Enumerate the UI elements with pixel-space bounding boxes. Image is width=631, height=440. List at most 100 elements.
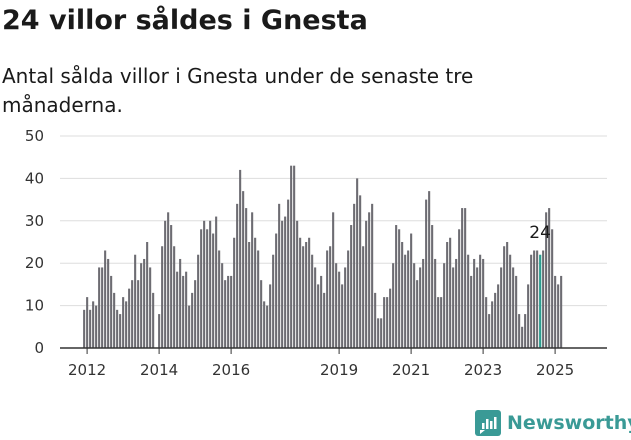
bar-106 <box>401 242 404 348</box>
bar-17 <box>134 254 137 348</box>
bar-26 <box>161 246 164 348</box>
bar-137 <box>494 292 497 348</box>
bar-89 <box>350 225 353 348</box>
bar-0 <box>83 309 86 348</box>
y-tick-label-0: 0 <box>34 339 44 357</box>
bar-111 <box>416 280 419 348</box>
bar-42 <box>209 220 212 348</box>
bar-136 <box>491 301 494 348</box>
bar-95 <box>368 212 371 348</box>
bar-153 <box>542 250 545 348</box>
bar-113 <box>422 258 425 348</box>
bar-1 <box>86 297 89 348</box>
bar-117 <box>434 258 437 348</box>
bar-122 <box>449 237 452 348</box>
bar-119 <box>440 297 443 348</box>
bar-71 <box>296 220 299 348</box>
bar-99 <box>380 318 383 348</box>
chart-title: 24 villor såldes i Gnesta <box>2 5 368 36</box>
bar-133 <box>482 258 485 348</box>
bar-41 <box>206 229 209 348</box>
bar-82 <box>329 246 332 348</box>
bar-98 <box>377 318 380 348</box>
x-tick-label-2021: 2021 <box>392 361 430 379</box>
bar-66 <box>281 220 284 348</box>
y-tick-label-10: 10 <box>25 297 44 315</box>
bar-84 <box>335 263 338 348</box>
bar-154 <box>545 212 548 348</box>
bar-9 <box>110 275 113 348</box>
bar-159 <box>560 275 563 348</box>
bar-27 <box>164 220 167 348</box>
bar-11 <box>116 309 119 348</box>
bar-156 <box>551 229 554 348</box>
bar-94 <box>365 220 368 348</box>
bar-32 <box>179 258 182 348</box>
bar-118 <box>437 297 440 348</box>
x-tick-label-2014: 2014 <box>140 361 178 379</box>
bar-19 <box>140 263 143 348</box>
highlight-value-label: 24 <box>529 223 551 243</box>
bar-80 <box>323 292 326 348</box>
bar-155 <box>548 208 551 348</box>
bar-77 <box>314 267 317 348</box>
bar-157 <box>554 275 557 348</box>
bar-22 <box>149 267 152 348</box>
bar-8 <box>107 258 110 348</box>
bar-83 <box>332 212 335 348</box>
bar-142 <box>509 254 512 348</box>
x-tick-label-2019: 2019 <box>320 361 358 379</box>
bar-30 <box>173 246 176 348</box>
bar-12 <box>119 314 122 348</box>
bar-143 <box>512 267 515 348</box>
bar-74 <box>305 242 308 348</box>
bar-63 <box>272 254 275 348</box>
bar-2 <box>89 309 92 348</box>
bar-93 <box>362 246 365 348</box>
bar-151 <box>536 250 539 348</box>
bar-10 <box>113 292 116 348</box>
bar-38 <box>197 254 200 348</box>
bar-105 <box>398 229 401 348</box>
newsworthy-brand: Newsworthy <box>475 408 631 438</box>
bar-48 <box>227 275 230 348</box>
axes: 0 10 20 30 40 50 24 2012 2014 2016 2019 2021 2023 202… <box>25 127 607 379</box>
bar-13 <box>122 297 125 348</box>
y-tick-label-20: 20 <box>25 254 44 272</box>
bar-21 <box>146 242 149 348</box>
y-tick-label-30: 30 <box>25 212 44 230</box>
bar-107 <box>404 254 407 348</box>
bar-138 <box>497 284 500 348</box>
bar-141 <box>506 242 509 348</box>
bar-61 <box>266 305 269 348</box>
bar-59 <box>260 280 263 348</box>
bar-104 <box>395 225 398 348</box>
bar-50 <box>233 237 236 348</box>
bar-73 <box>302 246 305 348</box>
bars <box>83 165 563 348</box>
bar-18 <box>137 280 140 348</box>
bar-150 <box>533 250 536 348</box>
bar-5 <box>98 267 101 348</box>
bar-68 <box>287 199 290 348</box>
bar-125 <box>458 229 461 348</box>
bar-132 <box>479 254 482 348</box>
bar-115 <box>428 191 431 348</box>
bar-57 <box>254 237 257 348</box>
bar-34 <box>185 271 188 348</box>
bar-33 <box>182 275 185 348</box>
bar-67 <box>284 216 287 348</box>
bar-139 <box>500 267 503 348</box>
bar-144 <box>515 275 518 348</box>
bar-16 <box>131 280 134 348</box>
bar-49 <box>230 275 233 348</box>
bar-149 <box>530 254 533 348</box>
bar-79 <box>320 275 323 348</box>
bar-81 <box>326 250 329 348</box>
bar-53 <box>242 191 245 348</box>
bar-126 <box>461 208 464 348</box>
bar-140 <box>503 246 506 348</box>
bar-134 <box>485 297 488 348</box>
bar-123 <box>452 267 455 348</box>
bar-29 <box>170 225 173 348</box>
